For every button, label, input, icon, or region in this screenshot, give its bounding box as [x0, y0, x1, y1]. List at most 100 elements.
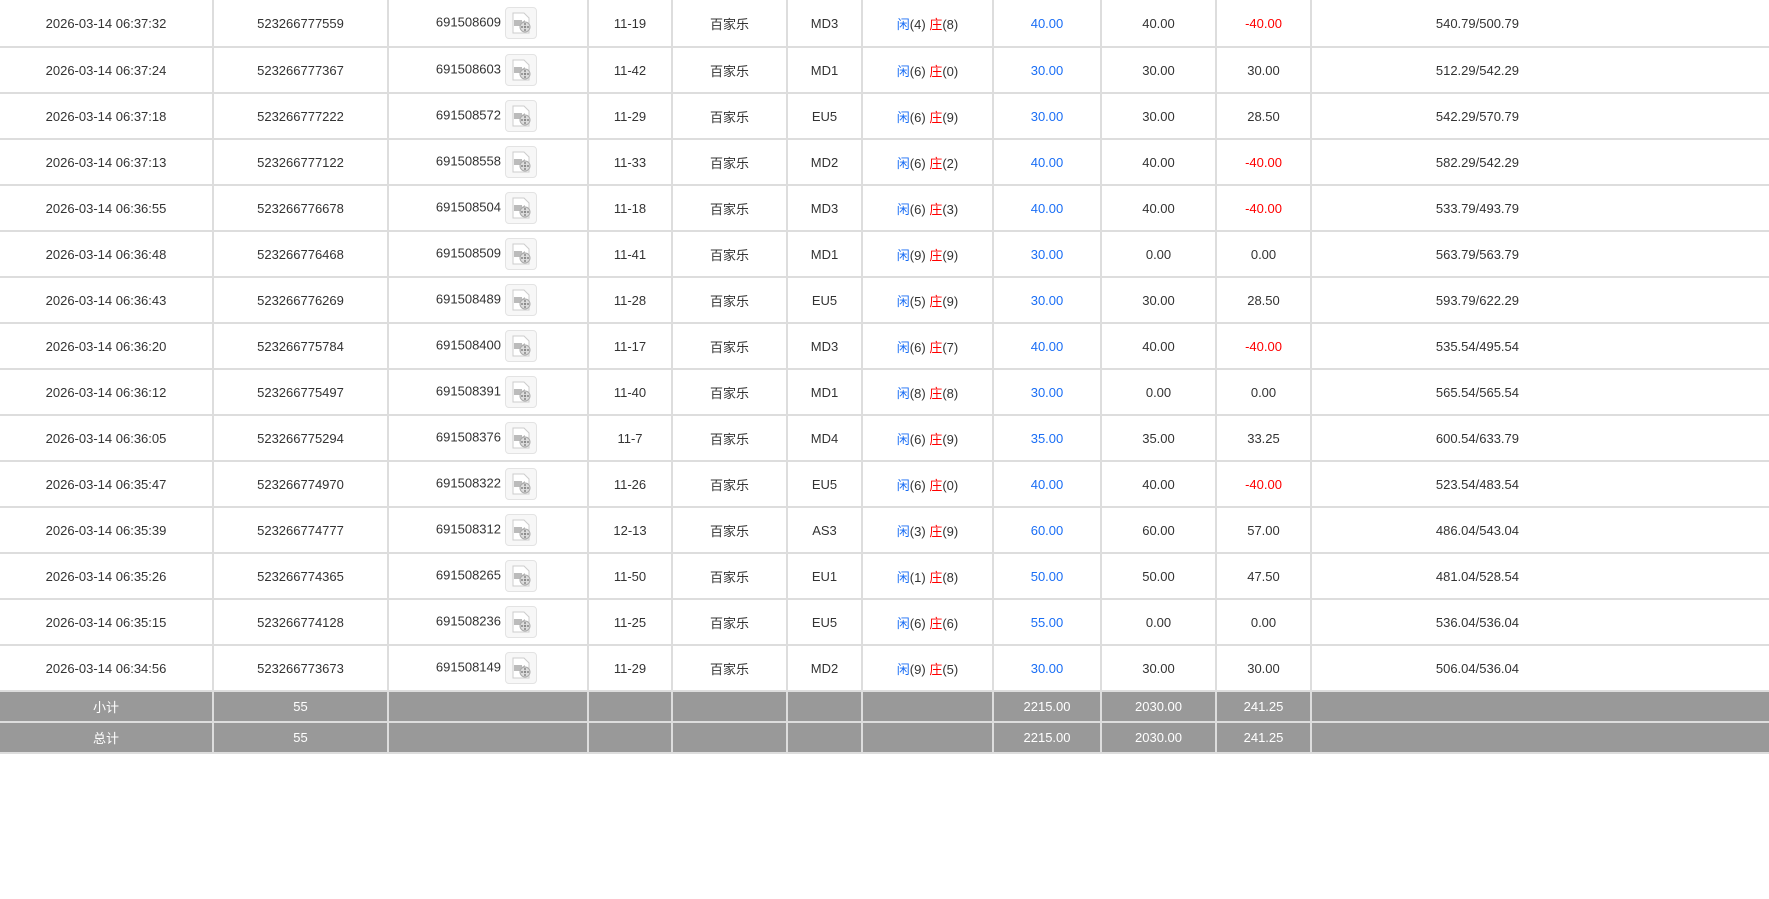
valid-bet: 0.00: [1100, 368, 1217, 416]
video-replay-icon[interactable]: [505, 146, 537, 178]
video-replay-icon[interactable]: [505, 422, 537, 454]
subtotal-valid: 2030.00: [1100, 690, 1217, 723]
balance-before-after: 563.79/563.79: [1310, 230, 1769, 278]
video-replay-icon[interactable]: [505, 192, 537, 224]
round-id: 691508322: [435, 475, 501, 491]
banker-label: 庄: [929, 201, 943, 217]
result: 闲(9) 庄(9): [861, 230, 994, 278]
bet-amount: 50.00: [992, 552, 1102, 600]
bet-time: 2026-03-14 06:36:55: [0, 184, 214, 232]
player-points: (6): [909, 477, 926, 493]
round-id: 691508509: [435, 245, 501, 261]
round-id-cell: 691508558: [387, 138, 589, 186]
video-replay-icon[interactable]: [505, 54, 537, 86]
result: 闲(6) 庄(7): [861, 322, 994, 370]
bet-id: 523266774128: [212, 598, 389, 646]
shoe-round: 11-19: [587, 0, 673, 48]
table-code: MD1: [786, 368, 863, 416]
shoe-round: 11-33: [587, 138, 673, 186]
video-replay-icon[interactable]: [505, 606, 537, 638]
table-code: AS3: [786, 506, 863, 554]
bet-amount: 40.00: [992, 138, 1102, 186]
table-code: MD1: [786, 230, 863, 278]
table-code: MD1: [786, 46, 863, 94]
balance-before-after: 593.79/622.29: [1310, 276, 1769, 324]
shoe-round: 11-18: [587, 184, 673, 232]
video-replay-icon[interactable]: [505, 376, 537, 408]
bet-amount: 60.00: [992, 506, 1102, 554]
video-replay-icon[interactable]: [505, 560, 537, 592]
win-loss: 47.50: [1215, 552, 1312, 600]
video-replay-icon[interactable]: [505, 468, 537, 500]
bet-id: 523266773673: [212, 644, 389, 692]
subtotal-win: 241.25: [1215, 690, 1312, 723]
table-code: MD2: [786, 644, 863, 692]
shoe-round: 11-29: [587, 644, 673, 692]
video-replay-icon[interactable]: [505, 238, 537, 270]
win-loss: 28.50: [1215, 276, 1312, 324]
valid-bet: 30.00: [1100, 276, 1217, 324]
video-replay-icon[interactable]: [505, 284, 537, 316]
win-loss: -40.00: [1215, 0, 1312, 48]
bet-time: 2026-03-14 06:35:26: [0, 552, 214, 600]
banker-points: (8): [942, 16, 959, 32]
banker-label: 庄: [929, 63, 943, 79]
valid-bet: 50.00: [1100, 552, 1217, 600]
result: 闲(6) 庄(9): [861, 414, 994, 462]
video-replay-icon[interactable]: [505, 330, 537, 362]
round-id-cell: 691508504: [387, 184, 589, 232]
win-loss: 57.00: [1215, 506, 1312, 554]
balance-before-after: 481.04/528.54: [1310, 552, 1769, 600]
game-type: 百家乐: [671, 414, 788, 462]
round-id: 691508489: [435, 291, 501, 307]
total-bet: 2215.00: [992, 721, 1102, 754]
round-id-cell: 691508391: [387, 368, 589, 416]
bet-time: 2026-03-14 06:36:20: [0, 322, 214, 370]
round-id-cell: 691508609: [387, 0, 589, 48]
game-type: 百家乐: [671, 552, 788, 600]
banker-label: 庄: [929, 523, 943, 539]
win-loss: 28.50: [1215, 92, 1312, 140]
game-type: 百家乐: [671, 46, 788, 94]
video-replay-icon[interactable]: [505, 514, 537, 546]
player-points: (6): [909, 339, 926, 355]
result: 闲(6) 庄(3): [861, 184, 994, 232]
round-id-cell: 691508149: [387, 644, 589, 692]
bet-id: 523266777367: [212, 46, 389, 94]
bet-time: 2026-03-14 06:34:56: [0, 644, 214, 692]
banker-points: (6): [942, 615, 959, 631]
balance-before-after: 523.54/483.54: [1310, 460, 1769, 508]
bet-time: 2026-03-14 06:35:39: [0, 506, 214, 554]
table-row: 2026-03-14 06:36:12 523266775497 691508391…: [0, 368, 1769, 416]
table-row: 2026-03-14 06:36:55 523266776678 691508504…: [0, 184, 1769, 232]
video-replay-icon[interactable]: [505, 100, 537, 132]
round-id: 691508312: [435, 521, 501, 537]
player-label: 闲: [896, 63, 910, 79]
banker-label: 庄: [929, 385, 943, 401]
result: 闲(4) 庄(8): [861, 0, 994, 48]
balance-before-after: 533.79/493.79: [1310, 184, 1769, 232]
bet-amount: 30.00: [992, 230, 1102, 278]
round-id-cell: 691508400: [387, 322, 589, 370]
video-replay-icon[interactable]: [505, 652, 537, 684]
table-code: EU1: [786, 552, 863, 600]
table-code: MD2: [786, 138, 863, 186]
result: 闲(6) 庄(2): [861, 138, 994, 186]
banker-label: 庄: [929, 293, 943, 309]
win-loss: 33.25: [1215, 414, 1312, 462]
win-loss: 30.00: [1215, 644, 1312, 692]
banker-label: 庄: [929, 16, 943, 32]
valid-bet: 40.00: [1100, 184, 1217, 232]
win-loss: 0.00: [1215, 230, 1312, 278]
total-count: 55: [212, 721, 389, 754]
result: 闲(6) 庄(0): [861, 46, 994, 94]
round-id-cell: 691508489: [387, 276, 589, 324]
bet-amount: 40.00: [992, 460, 1102, 508]
video-replay-icon[interactable]: [505, 7, 537, 39]
result: 闲(3) 庄(9): [861, 506, 994, 554]
banker-label: 庄: [929, 431, 943, 447]
round-id: 691508236: [435, 613, 501, 629]
bet-id: 523266774970: [212, 460, 389, 508]
player-label: 闲: [896, 615, 910, 631]
game-type: 百家乐: [671, 276, 788, 324]
